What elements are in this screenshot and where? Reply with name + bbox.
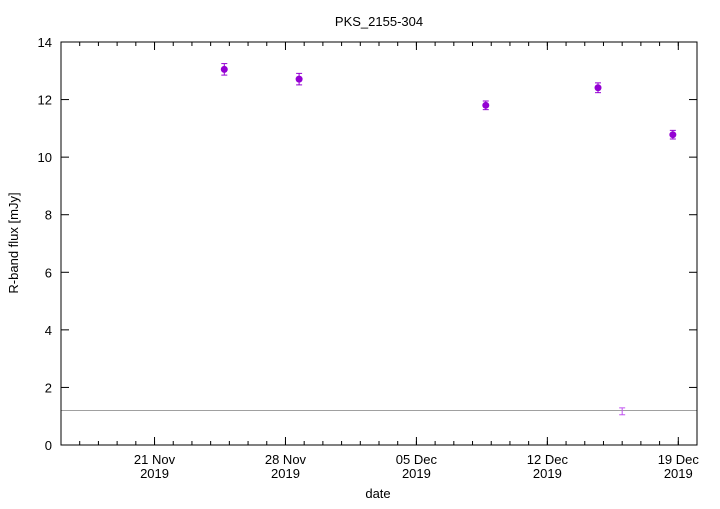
data-marker (220, 65, 228, 73)
x-tick-label: 05 Dec (396, 452, 438, 467)
x-tick-label-year: 2019 (271, 466, 300, 481)
x-tick-label-year: 2019 (533, 466, 562, 481)
data-marker (295, 75, 303, 83)
y-tick-label: 10 (38, 150, 52, 165)
data-marker (594, 84, 602, 92)
y-tick-label: 14 (38, 35, 52, 50)
y-tick-label: 12 (38, 93, 52, 108)
x-tick-label: 19 Dec (658, 452, 700, 467)
data-point (295, 72, 303, 86)
data-point (619, 407, 626, 416)
y-tick-label: 6 (45, 265, 52, 280)
x-tick-label-year: 2019 (140, 466, 169, 481)
y-tick-label: 2 (45, 380, 52, 395)
x-tick-label: 28 Nov (265, 452, 307, 467)
data-point (482, 100, 490, 111)
chart-title: PKS_2155-304 (335, 14, 423, 29)
data-marker (669, 131, 677, 139)
y-tick-label: 0 (45, 438, 52, 453)
y-axis-label: R-band flux [mJy] (6, 192, 21, 293)
x-tick-label-year: 2019 (664, 466, 693, 481)
data-point (594, 82, 602, 94)
y-tick-label: 4 (45, 323, 52, 338)
plot-frame (60, 41, 698, 446)
data-point (220, 63, 228, 76)
x-tick-label-year: 2019 (402, 466, 431, 481)
data-point (669, 129, 677, 140)
x-tick-label: 21 Nov (134, 452, 176, 467)
data-marker (482, 101, 490, 109)
y-tick-label: 8 (45, 208, 52, 223)
x-tick-label: 12 Dec (527, 452, 569, 467)
x-axis-label: date (365, 486, 390, 501)
